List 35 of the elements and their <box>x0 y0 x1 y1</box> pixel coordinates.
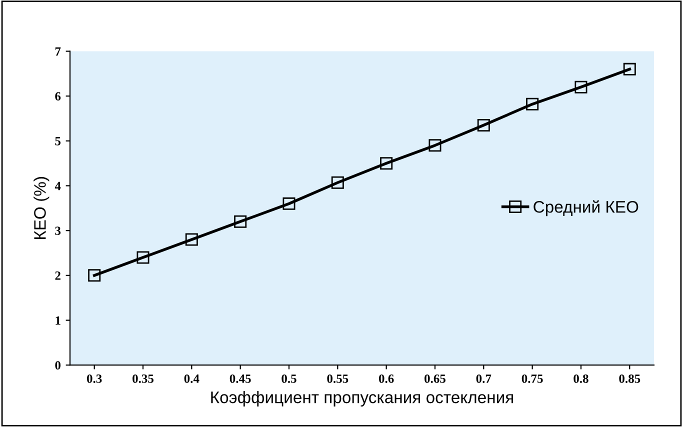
point <box>526 98 539 110</box>
x-axis-title: Коэффициент пропускания остекления <box>211 391 513 407</box>
point <box>331 176 344 189</box>
x-tick-label: 0.4 <box>184 374 200 383</box>
x-tick-label: 0.75 <box>522 374 543 383</box>
x-tick-label: 0.6 <box>378 374 394 383</box>
x-tick-label: 0.65 <box>424 374 446 383</box>
point <box>574 80 588 94</box>
x-tick-label: 0.3 <box>87 374 102 383</box>
x-tick-label: 0.85 <box>619 374 640 383</box>
x-tick-label: 0.35 <box>132 374 154 383</box>
y-tick-label: 7 <box>55 47 61 56</box>
point <box>477 118 490 132</box>
y-tick-label: 2 <box>55 271 60 280</box>
x-tick-label: 0.45 <box>230 374 251 383</box>
point <box>623 62 636 76</box>
y-tick-label: 0 <box>55 361 61 370</box>
x-tick-label: 0.7 <box>476 374 492 383</box>
point <box>88 269 101 282</box>
x-tick-label: 0.8 <box>574 374 588 383</box>
point <box>136 251 150 264</box>
x-tick-label: 0.55 <box>327 374 348 383</box>
legend-label: Средний КЕО <box>534 200 638 216</box>
point <box>380 157 393 170</box>
x-tick-label: 0.5 <box>282 374 296 383</box>
y-tick-label: 3 <box>55 226 61 236</box>
y-tick-label: 5 <box>55 137 61 146</box>
y-tick-label: 6 <box>55 92 61 101</box>
point <box>428 139 442 152</box>
y-axis-title: КЕО (%) <box>34 177 50 239</box>
point <box>282 197 296 210</box>
point <box>234 215 247 228</box>
y-tick-label: 4 <box>54 182 61 190</box>
y-tick-label: 1 <box>56 316 60 325</box>
point <box>185 233 198 246</box>
